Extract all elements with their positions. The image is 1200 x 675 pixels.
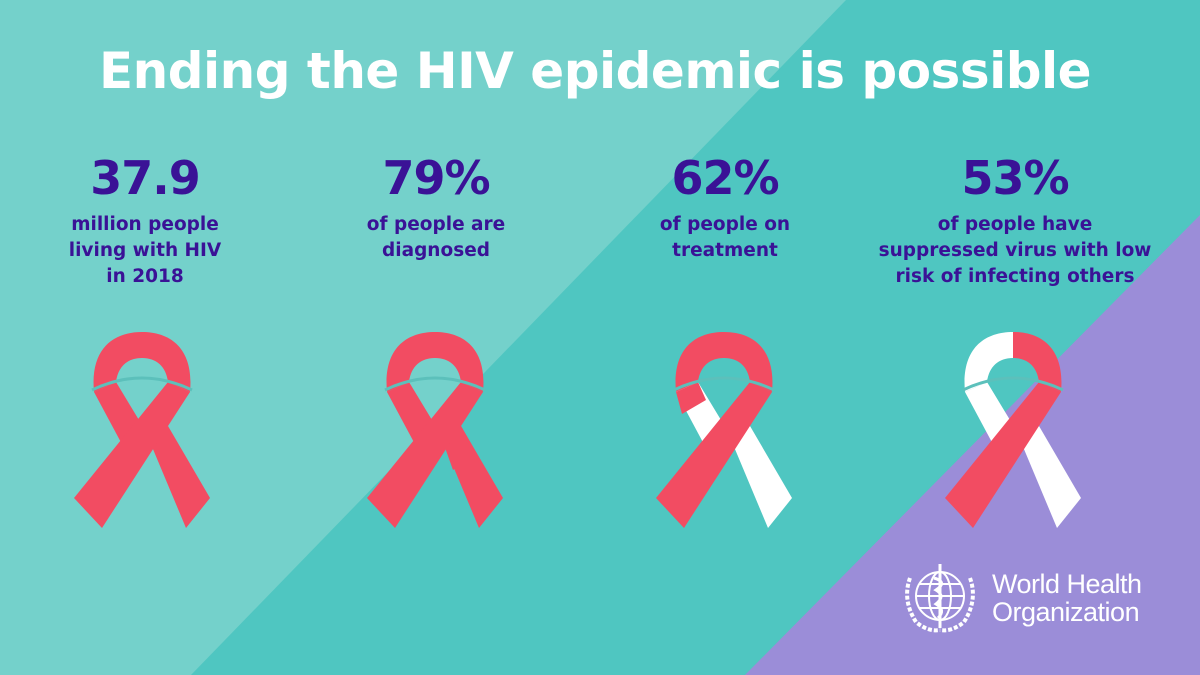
ribbon-back-red-part [676, 382, 706, 414]
ribbon-back-lower [732, 426, 792, 528]
who-name-line1: World Health [992, 569, 1142, 599]
ribbon-loop-right [435, 332, 484, 392]
red-ribbon-icon [945, 332, 1081, 528]
stat-on-treatment: 62% of people on treatment [580, 150, 870, 264]
ribbon-loop-left [964, 332, 1013, 392]
red-ribbon-icon [74, 332, 210, 528]
ribbon-loop-right [1013, 332, 1062, 392]
desc-line: treatment [672, 240, 778, 261]
stat-description: of people on treatment [580, 212, 870, 264]
ribbon-loop-left [93, 332, 142, 392]
stat-value: 37.9 [90, 151, 201, 205]
ribbon-front-strand [367, 382, 483, 528]
red-ribbon-icon [367, 332, 503, 528]
ribbon-front-strand [945, 382, 1061, 528]
stat-diagnosed: 79% of people are diagnosed [291, 150, 581, 264]
ribbon-back-lower [150, 426, 210, 528]
who-name-line2: Organization [992, 597, 1140, 627]
desc-line: living with HIV [68, 240, 222, 261]
stat-description: of people are diagnosed [291, 212, 581, 264]
ribbon-loop-right [724, 332, 773, 392]
stat-people-living: 37.9 million people living with HIV in 2… [0, 150, 290, 290]
ribbon-front-strand [656, 382, 772, 528]
ribbon-separator [91, 376, 193, 392]
ribbon-loop-right [142, 332, 191, 392]
who-emblem-icon [905, 564, 975, 633]
ribbon-separator [673, 376, 775, 392]
ribbon-separator [384, 376, 486, 392]
page-title: Ending the HIV epidemic is possible [98, 42, 1092, 100]
stat-suppressed: 53% of people have suppressed virus with… [860, 150, 1170, 290]
who-name: World Health Organization [992, 570, 1142, 626]
ribbon-loop-left [675, 332, 724, 392]
stat-value: 62% [671, 151, 779, 205]
desc-line: of people have [937, 214, 1093, 235]
ribbon-back-lower [1021, 426, 1081, 528]
ribbon-separator [962, 376, 1064, 392]
purple-panel [745, 215, 1200, 675]
desc-line: million people [71, 214, 219, 235]
desc-line: suppressed virus with low [878, 240, 1152, 261]
stat-value: 79% [382, 151, 490, 205]
stat-description: million people living with HIV in 2018 [0, 212, 290, 290]
desc-line: of people are [366, 214, 506, 235]
red-ribbon-icon [656, 332, 792, 528]
stat-value: 53% [961, 151, 1069, 205]
desc-line: of people on [659, 214, 791, 235]
ribbon-front-strand [74, 382, 190, 528]
who-logo: World Health Organization [900, 560, 1142, 636]
desc-line: in 2018 [106, 266, 184, 287]
stat-description: of people have suppressed virus with low… [860, 212, 1170, 290]
desc-line: risk of infecting others [895, 266, 1135, 287]
desc-line: diagnosed [382, 240, 490, 261]
ribbon-loop-left [386, 332, 435, 392]
